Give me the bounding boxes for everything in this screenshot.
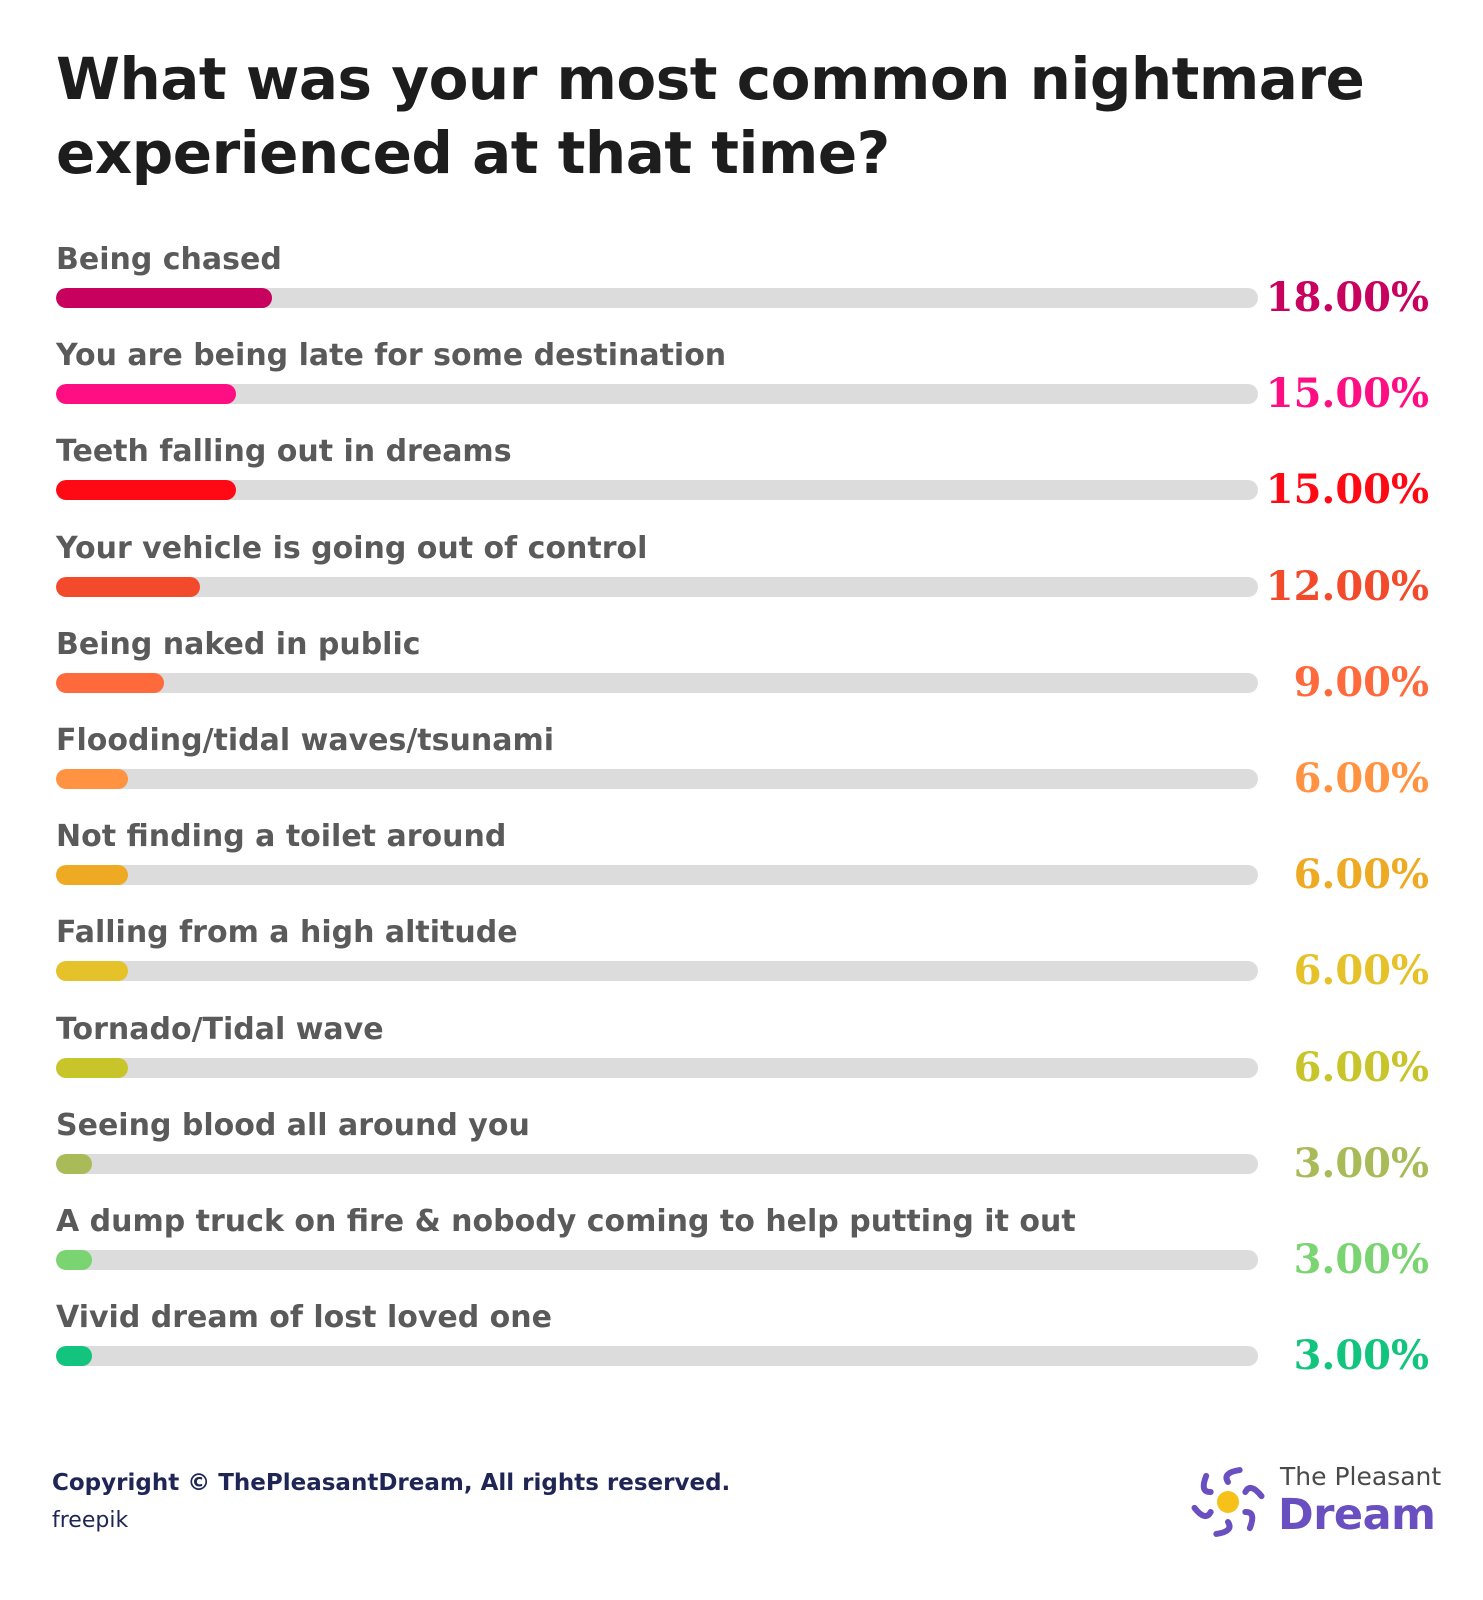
logo-text-bottom: Dream (1278, 1490, 1436, 1540)
bar-label: A dump truck on fire & nobody coming to … (56, 1204, 1076, 1239)
bar-value-label: 3.00% (1293, 1139, 1429, 1187)
bar-fill (56, 672, 165, 693)
bar-label: Teeth falling out in dreams (56, 434, 512, 470)
bar-fill (56, 1346, 93, 1367)
credit-text: freepik (52, 1508, 129, 1533)
bar-label: Not finding a toilet around (56, 819, 507, 855)
bar-fill (56, 1153, 93, 1174)
bar-row: Not finding a toilet around 6.00% (0, 817, 1483, 913)
bar-row: Being chased 18.00% (0, 240, 1483, 336)
bar-fill (56, 769, 129, 789)
bar-fill (56, 865, 129, 886)
bar-row: Flooding/tidal waves/tsunami 6.00% (0, 721, 1483, 817)
bar-value-label: 6.00% (1293, 1043, 1429, 1091)
bar-track (56, 672, 1258, 693)
bar-row: Teeth falling out in dreams 15.00% (0, 432, 1483, 528)
bar-row: Being naked in public 9.00% (0, 625, 1483, 721)
bar-value-label: 15.00% (1265, 370, 1429, 418)
bar-row: Falling from a high altitude 6.00% (0, 913, 1483, 1009)
bar-track (56, 1153, 1258, 1174)
bar-fill (56, 480, 237, 501)
bar-fill (56, 384, 237, 405)
chart-title: What was your most common nightmare expe… (56, 45, 1365, 187)
bar-fill (56, 1057, 129, 1078)
brand-logo: The Pleasant Dream (1190, 1460, 1442, 1550)
logo-text-top: The Pleasant (1280, 1462, 1442, 1491)
bar-track (56, 1346, 1258, 1367)
bar-track (56, 1250, 1258, 1270)
bar-track (56, 865, 1258, 886)
bar-label: You are being late for some destination (56, 338, 727, 374)
bar-value-label: 6.00% (1293, 947, 1429, 995)
bar-track (56, 1057, 1258, 1078)
bar-label: Falling from a high altitude (56, 915, 518, 951)
bar-row: Seeing blood all around you 3.00% (0, 1106, 1483, 1202)
bar-value-label: 9.00% (1293, 658, 1429, 706)
bar-label: Tornado/Tidal wave (56, 1011, 384, 1047)
bar-track (56, 384, 1258, 405)
bar-fill (56, 961, 129, 982)
bar-row: Your vehicle is going out of control 12.0… (0, 529, 1483, 625)
bar-track (56, 769, 1258, 789)
copyright-text: Copyright © ThePleasantDream, All rights… (52, 1470, 731, 1496)
bar-row: Tornado/Tidal wave 6.00% (0, 1010, 1483, 1106)
bar-track (56, 961, 1258, 982)
bar-value-label: 6.00% (1293, 755, 1429, 802)
bar-value-label: 18.00% (1265, 274, 1429, 321)
bar-row: Vivid dream of lost loved one 3.00% (0, 1298, 1483, 1394)
bar-label: Being chased (56, 242, 282, 277)
bar-row: A dump truck on fire & nobody coming to … (0, 1202, 1483, 1298)
bar-label: Being naked in public (56, 626, 421, 662)
bar-value-label: 3.00% (1293, 1236, 1429, 1283)
bar-label: Flooding/tidal waves/tsunami (56, 723, 554, 758)
bar-value-label: 15.00% (1265, 466, 1429, 514)
bar-value-label: 12.00% (1265, 562, 1429, 610)
bar-label: Vivid dream of lost loved one (56, 1300, 552, 1336)
bar-track (56, 576, 1258, 597)
bar-value-label: 3.00% (1293, 1332, 1429, 1380)
bar-track (56, 480, 1258, 501)
bar-value-label: 6.00% (1293, 851, 1429, 899)
bar-label: Seeing blood all around you (56, 1107, 530, 1143)
bar-track (56, 288, 1258, 308)
bar-row: You are being late for some destination 1… (0, 336, 1483, 432)
bar-fill (56, 1250, 93, 1270)
bar-fill (56, 576, 201, 597)
bar-fill (56, 288, 273, 308)
sun-icon (1191, 1467, 1265, 1537)
bar-label: Your vehicle is going out of control (56, 530, 648, 566)
